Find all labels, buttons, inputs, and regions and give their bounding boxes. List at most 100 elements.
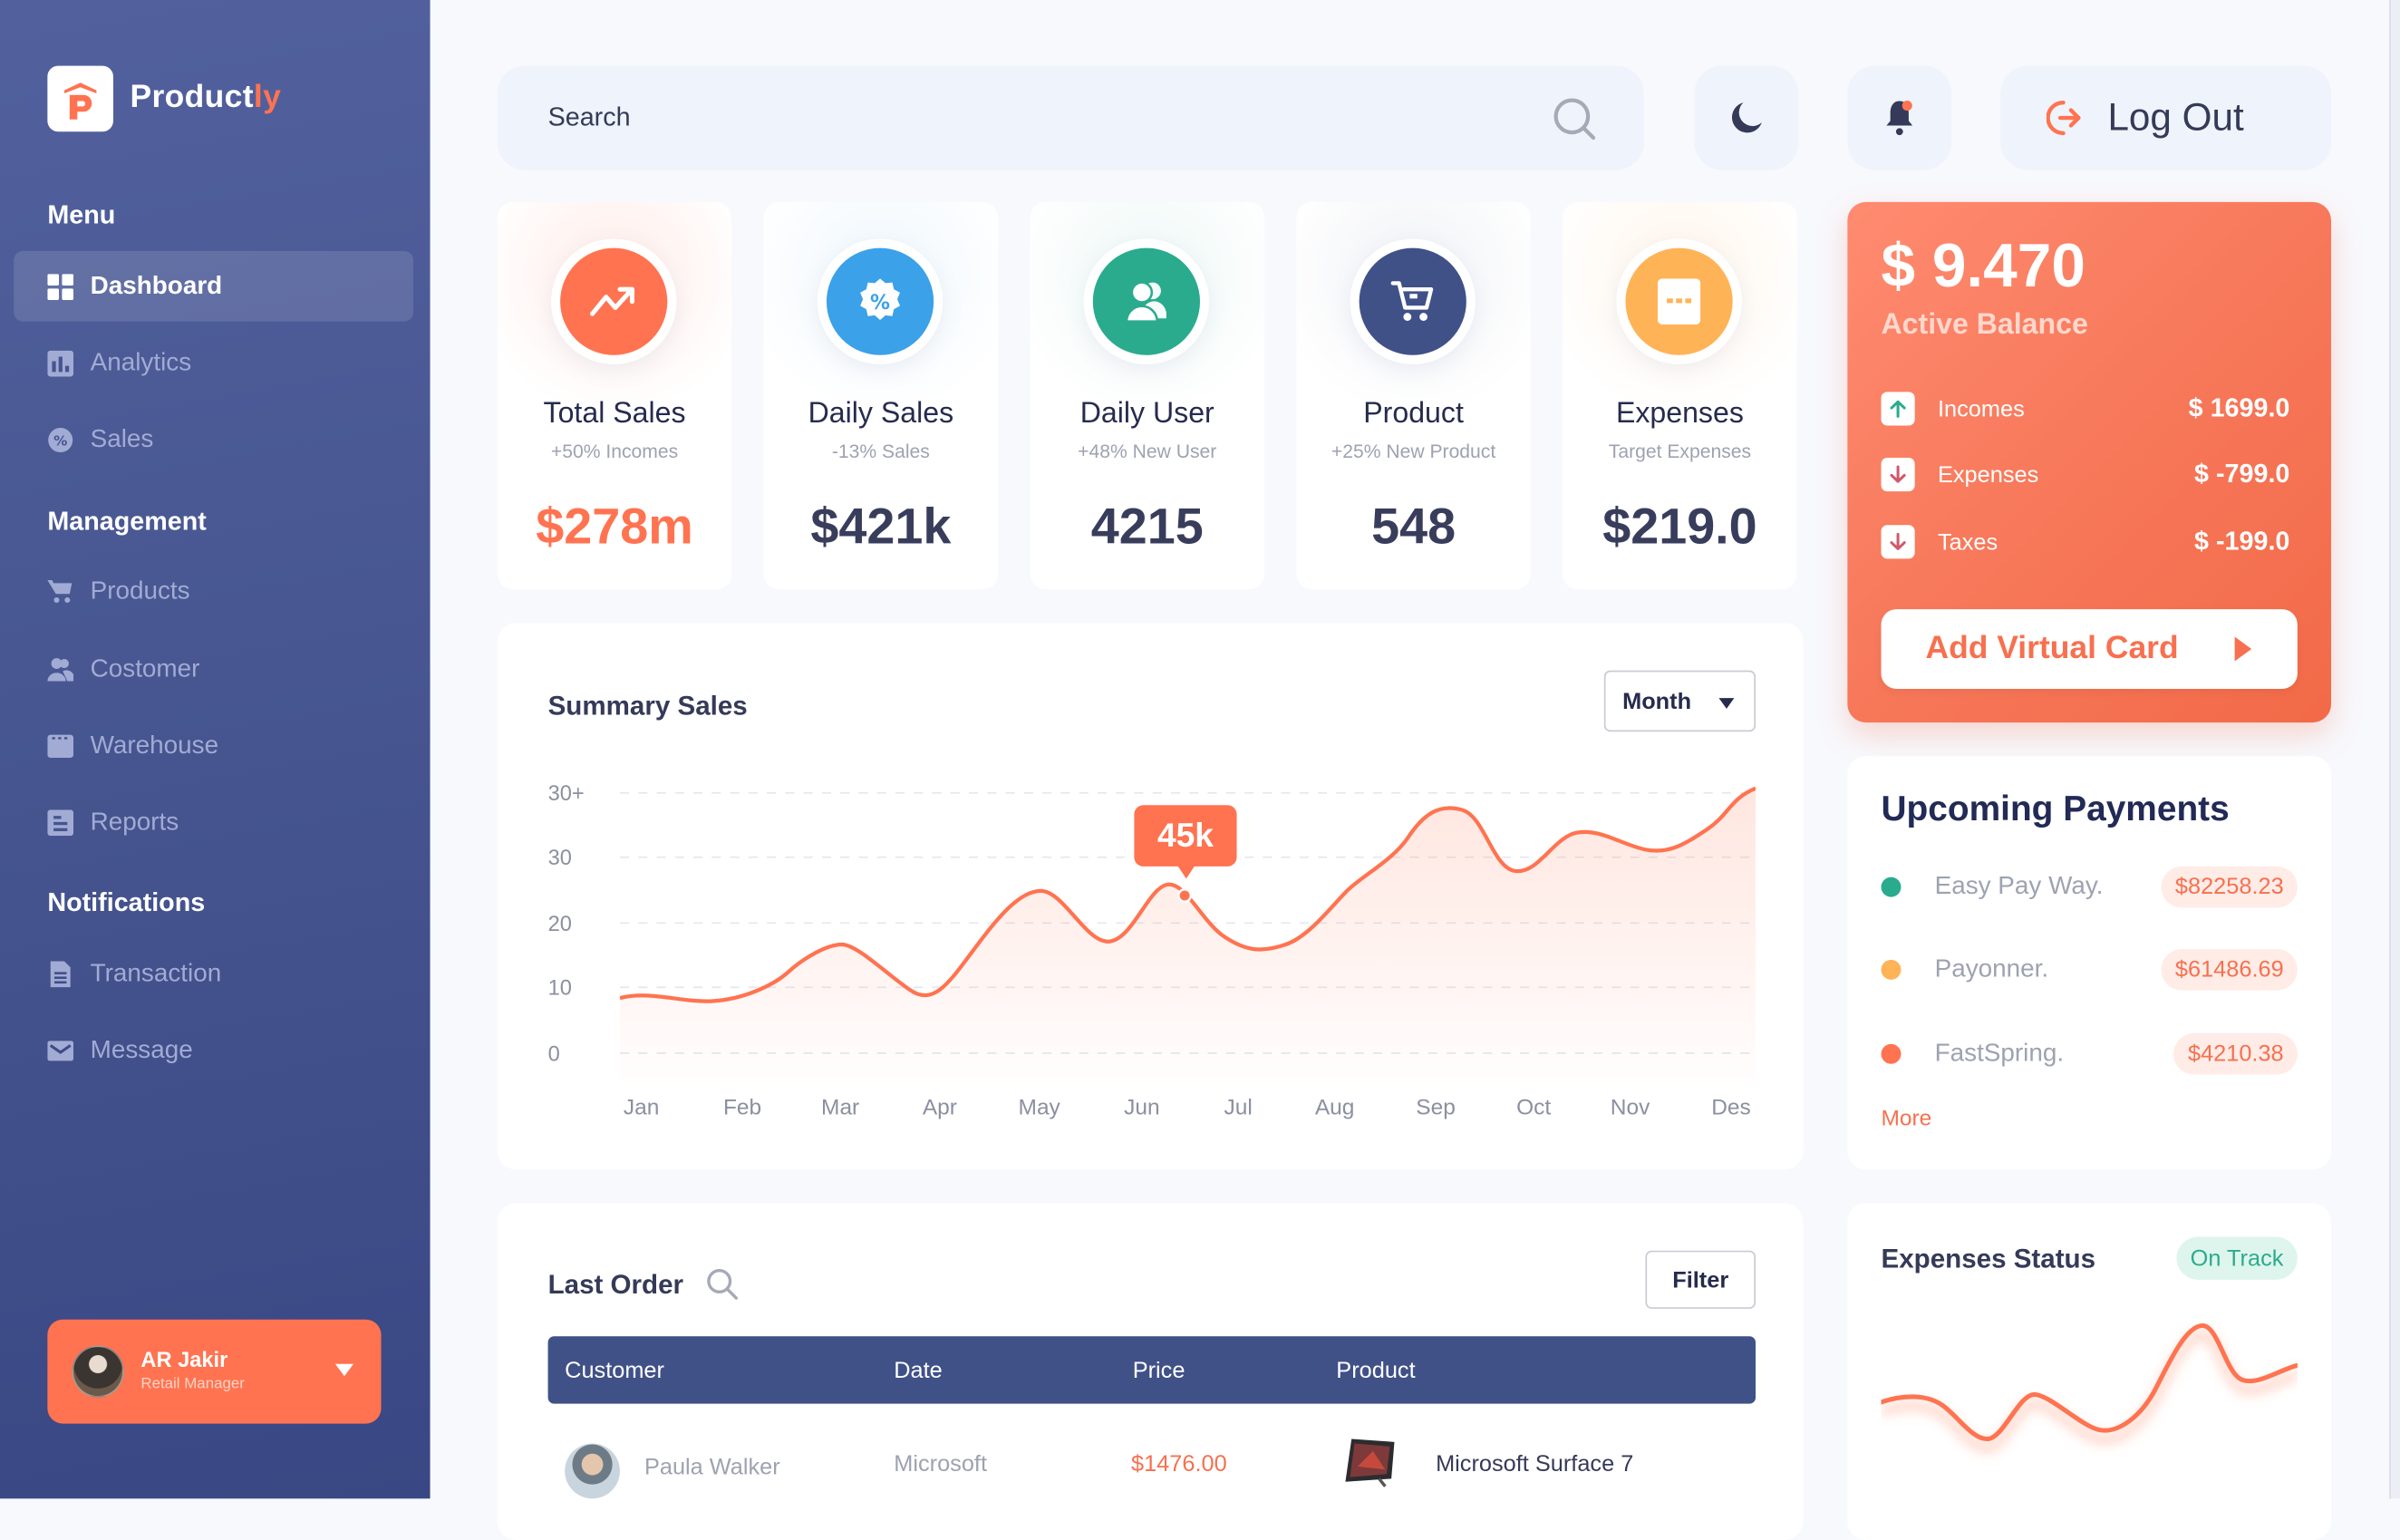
user-profile-menu[interactable]: AR Jakir Retail Manager xyxy=(47,1319,382,1424)
menu-heading: Menu xyxy=(47,200,116,230)
moon-icon xyxy=(1731,102,1762,133)
card-title: Last Order xyxy=(547,1268,684,1300)
icon-ring: % xyxy=(817,238,944,364)
card-title: Upcoming Payments xyxy=(1881,788,2230,828)
y-tick: 10 xyxy=(547,974,572,1000)
avatar xyxy=(72,1345,124,1398)
user-role: Retail Manager xyxy=(140,1376,245,1393)
stat-card-daily-sales[interactable]: % Daily Sales -13% Sales $421k xyxy=(763,201,999,590)
y-tick: 30+ xyxy=(547,780,585,806)
stat-subtitle: +48% New User xyxy=(1078,441,1217,463)
y-tick: 30 xyxy=(547,845,572,870)
icon-ring xyxy=(1350,238,1476,364)
management-heading: Management xyxy=(47,506,207,537)
period-select[interactable]: Month xyxy=(1603,670,1756,732)
card-title: Summary Sales xyxy=(547,690,748,722)
sales-line-chart[interactable] xyxy=(619,776,1756,1082)
amount-badge: $61486.69 xyxy=(2161,948,2298,990)
sidebar-item-transaction[interactable]: Transaction xyxy=(14,938,413,1009)
x-tick: May xyxy=(1018,1096,1060,1121)
logo-icon xyxy=(63,82,97,120)
stat-card-product[interactable]: Product +25% New Product 548 xyxy=(1296,201,1531,590)
search-icon[interactable] xyxy=(706,1267,740,1301)
sidebar-item-message[interactable]: Message xyxy=(14,1015,413,1086)
x-tick: Oct xyxy=(1516,1096,1552,1121)
table-header: Customer Date Price Product xyxy=(547,1336,1756,1404)
x-tick: Mar xyxy=(821,1096,860,1121)
logout-icon xyxy=(2046,100,2081,136)
stat-card-total-sales[interactable]: Total Sales +50% Incomes $278m xyxy=(497,201,732,590)
logo[interactable] xyxy=(47,65,113,132)
y-tick: 0 xyxy=(547,1041,560,1066)
bell-icon xyxy=(1886,100,1913,136)
x-tick: Aug xyxy=(1314,1096,1355,1121)
sidebar-item-sales[interactable]: % Sales xyxy=(14,404,413,475)
x-tick: Jun xyxy=(1124,1096,1160,1121)
stat-title: Daily Sales xyxy=(808,398,954,431)
dark-mode-toggle[interactable] xyxy=(1694,65,1799,170)
percent-badge-icon: % xyxy=(47,426,73,452)
stat-card-daily-user[interactable]: Daily User +48% New User 4215 xyxy=(1030,201,1264,590)
search-input[interactable] xyxy=(547,102,1466,133)
column-header[interactable]: Customer xyxy=(565,1357,664,1384)
stat-subtitle: Target Expenses xyxy=(1608,441,1752,463)
balance-row-incomes: Incomes $ 1699.0 xyxy=(1881,392,2295,426)
stat-title: Expenses xyxy=(1615,398,1744,431)
sidebar: Productly Menu Dashboard Analytics % Sal… xyxy=(0,0,431,1499)
document-icon xyxy=(47,960,73,987)
sidebar-item-products[interactable]: Products xyxy=(14,556,413,626)
mail-icon xyxy=(47,1037,74,1063)
sidebar-item-costomer[interactable]: Costomer xyxy=(14,634,413,704)
users-icon xyxy=(47,656,74,683)
icon-ring xyxy=(550,238,677,364)
column-header[interactable]: Price xyxy=(1132,1357,1185,1384)
x-tick: Jan xyxy=(623,1096,660,1121)
x-tick: Des xyxy=(1711,1096,1751,1121)
bar-chart-icon xyxy=(47,349,74,376)
sidebar-item-dashboard[interactable]: Dashboard xyxy=(14,250,413,322)
stat-title: Daily User xyxy=(1079,398,1215,431)
sidebar-item-label: Message xyxy=(90,1035,193,1063)
sidebar-item-label: Analytics xyxy=(90,348,192,376)
logout-button[interactable]: Log Out xyxy=(2000,65,2332,170)
column-header[interactable]: Product xyxy=(1336,1357,1416,1384)
cart-icon xyxy=(1359,247,1466,355)
amount-badge: $82258.23 xyxy=(2161,866,2298,907)
arrow-up-icon xyxy=(1881,392,1915,426)
sidebar-item-warehouse[interactable]: Warehouse xyxy=(14,711,413,781)
scrollbar[interactable] xyxy=(2389,0,2400,1499)
report-icon xyxy=(47,809,74,836)
sidebar-item-label: Dashboard xyxy=(90,271,223,300)
sidebar-item-analytics[interactable]: Analytics xyxy=(14,327,413,398)
logout-label: Log Out xyxy=(2107,95,2244,139)
order-price: $1476.00 xyxy=(1131,1450,1227,1477)
filter-button[interactable]: Filter xyxy=(1645,1250,1756,1309)
arrow-down-icon xyxy=(1881,525,1915,559)
sidebar-item-label: Costomer xyxy=(90,654,200,683)
stat-value: $219.0 xyxy=(1602,497,1757,555)
balance-label: Active Balance xyxy=(1881,309,2088,342)
discount-badge-icon: % xyxy=(826,247,934,355)
add-virtual-card-button[interactable]: Add Virtual Card xyxy=(1881,609,2298,689)
y-tick: 20 xyxy=(547,910,572,935)
notifications-button[interactable] xyxy=(1847,65,1952,170)
stat-card-expenses[interactable]: Expenses Target Expenses $219.0 xyxy=(1563,201,1797,590)
sidebar-item-reports[interactable]: Reports xyxy=(14,787,413,857)
customer-name: Paula Walker xyxy=(644,1454,780,1481)
balance-amount: $ 9.470 xyxy=(1881,232,2085,301)
upcoming-payments-card: Upcoming Payments Easy Pay Way. $82258.2… xyxy=(1847,756,2332,1170)
x-tick: Feb xyxy=(722,1096,762,1121)
search-icon[interactable] xyxy=(1552,96,1598,142)
search-bar xyxy=(497,65,1644,170)
sidebar-item-label: Products xyxy=(90,576,190,605)
chevron-down-icon xyxy=(1718,698,1735,709)
notifications-heading: Notifications xyxy=(47,887,206,917)
payment-row[interactable]: Payonner. $61486.69 xyxy=(1881,947,2298,990)
more-link[interactable]: More xyxy=(1881,1106,1932,1132)
last-order-card: Last Order Filter Customer Date Price Pr… xyxy=(497,1203,1804,1540)
stat-title: Total Sales xyxy=(543,398,686,431)
column-header[interactable]: Date xyxy=(894,1357,943,1384)
payment-row[interactable]: FastSpring. $4210.38 xyxy=(1881,1032,2298,1074)
stat-value: $421k xyxy=(810,497,952,555)
payment-row[interactable]: Easy Pay Way. $82258.23 xyxy=(1881,865,2298,907)
